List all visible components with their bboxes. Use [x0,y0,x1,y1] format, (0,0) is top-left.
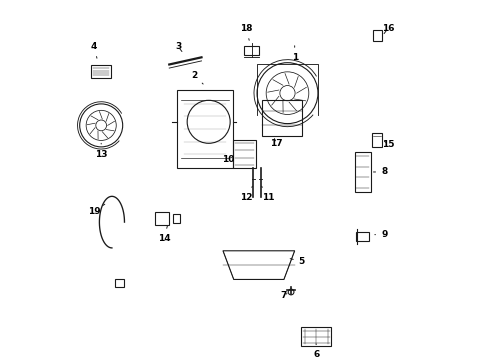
Text: 17: 17 [270,139,283,148]
Text: 8: 8 [373,167,386,176]
Text: 2: 2 [191,71,203,84]
Text: 16: 16 [381,24,393,33]
Text: 6: 6 [312,344,319,359]
Text: 15: 15 [381,140,393,149]
Text: 18: 18 [240,24,252,40]
Text: 14: 14 [157,226,170,243]
Text: 13: 13 [95,143,107,158]
Text: 9: 9 [374,230,386,239]
Text: 1: 1 [291,46,297,62]
Text: 12: 12 [240,186,252,202]
Text: 11: 11 [261,186,273,202]
Text: 5: 5 [289,257,305,266]
Text: 10: 10 [222,155,234,164]
Text: 19: 19 [87,204,104,216]
Text: 4: 4 [91,42,97,58]
Text: 7: 7 [280,291,286,300]
Text: 3: 3 [175,42,182,51]
